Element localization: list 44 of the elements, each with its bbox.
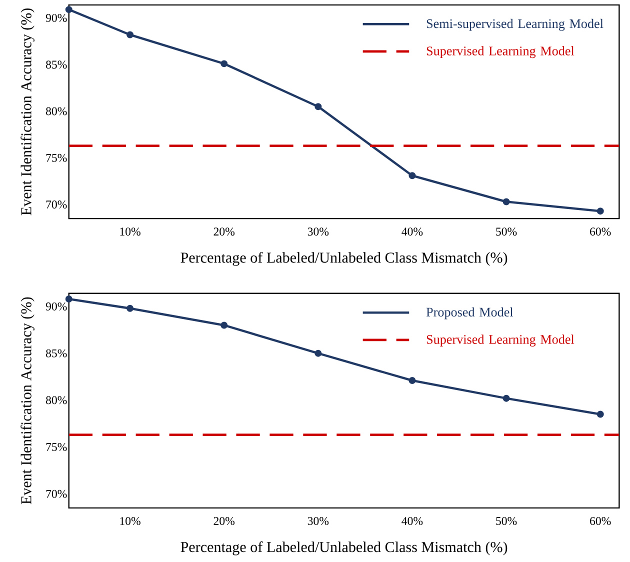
legend-label: Semi-supervised Learning Model — [426, 18, 604, 31]
x-tick-label: 40% — [402, 228, 423, 236]
x-tick-label: 20% — [214, 228, 235, 236]
y-axis-title: Event Identification Accuracy (%) — [20, 297, 34, 504]
x-tick-label: 30% — [308, 516, 329, 525]
point — [65, 295, 72, 302]
point — [314, 350, 322, 357]
point — [408, 376, 416, 384]
y-tick-label: 75% — [46, 442, 67, 452]
point — [126, 31, 134, 38]
x-tick-label: 10% — [120, 516, 140, 525]
point — [314, 103, 322, 110]
x-tick-label: 60% — [590, 516, 611, 525]
point — [502, 198, 510, 206]
point — [502, 394, 510, 402]
x-tick-label: 50% — [496, 228, 517, 236]
point — [408, 172, 416, 180]
point — [220, 60, 228, 68]
y-tick-label: 90% — [46, 14, 67, 22]
x-tick-label: 60% — [590, 228, 611, 236]
x-tick-label: 10% — [120, 228, 140, 236]
y-axis-title: Event Identification Accuracy (%) — [20, 8, 34, 216]
x-axis-title: Percentage of Labeled/Unlabeled Class Mismatch (%) — [180, 541, 508, 556]
y-tick-label: 85% — [46, 349, 67, 358]
point — [220, 322, 228, 329]
x-axis-title: Percentage of Labeled/Unlabeled Class Mismatch (%) — [180, 252, 508, 266]
x-tick-label: 50% — [496, 516, 517, 525]
y-tick-label: 70% — [46, 200, 67, 209]
legend-label: Supervised Learning Model — [426, 334, 574, 346]
y-tick-label: 75% — [46, 154, 67, 162]
y-tick-label: 70% — [46, 490, 67, 498]
legend-label: Proposed Model — [426, 307, 514, 320]
y-tick-label: 80% — [46, 396, 67, 404]
point — [596, 208, 604, 215]
y-tick-label: 85% — [46, 60, 67, 69]
x-tick-label: 40% — [402, 516, 423, 525]
legend-label: Supervised Learning Model — [426, 46, 574, 58]
y-tick-label: 90% — [46, 302, 67, 310]
point — [596, 410, 604, 418]
point — [126, 304, 134, 312]
x-tick-label: 30% — [308, 228, 329, 236]
x-tick-label: 20% — [214, 516, 235, 525]
point — [65, 6, 72, 14]
y-tick-label: 80% — [46, 107, 67, 116]
